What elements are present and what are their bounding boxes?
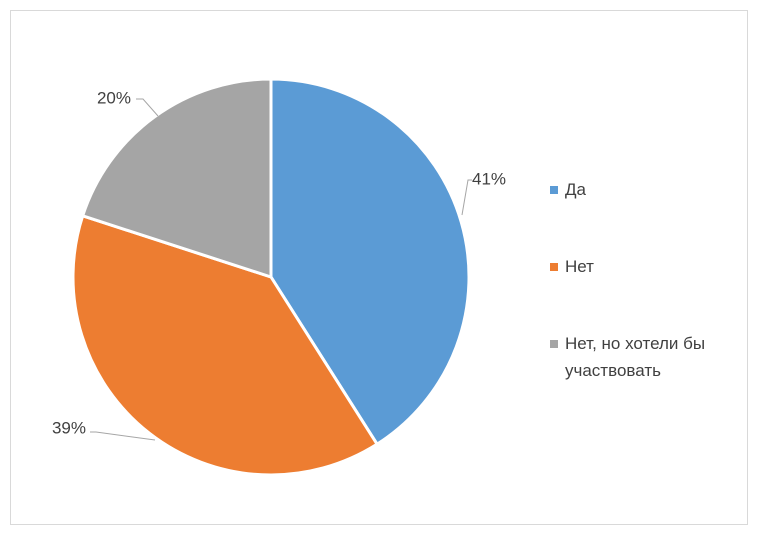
legend-label-net: Нет bbox=[565, 257, 594, 276]
pie-slices bbox=[71, 77, 471, 477]
pie-slice-1 bbox=[71, 213, 380, 477]
legend-item-net: Нет bbox=[545, 253, 594, 280]
leader-line-0 bbox=[461, 179, 472, 216]
legend-swatch-da bbox=[550, 186, 558, 194]
leader-lines bbox=[90, 98, 472, 441]
data-label-2: 20% bbox=[97, 88, 131, 107]
legend-swatch-want bbox=[550, 340, 558, 348]
data-label-1: 39% bbox=[52, 418, 86, 437]
data-labels: 41% 39% 20% bbox=[52, 88, 506, 437]
legend-item-want: Нет, но хотели бы участвовать bbox=[545, 330, 755, 384]
leader-line-1 bbox=[90, 431, 156, 441]
legend-item-da: Да bbox=[545, 176, 586, 203]
data-label-0: 41% bbox=[472, 169, 506, 188]
legend-label-da: Да bbox=[565, 180, 586, 199]
legend-label-want: Нет, но хотели бы участвовать bbox=[565, 334, 706, 380]
pie-slice-2 bbox=[80, 77, 273, 280]
legend-swatch-net bbox=[550, 263, 558, 271]
leader-line-2 bbox=[136, 98, 159, 117]
